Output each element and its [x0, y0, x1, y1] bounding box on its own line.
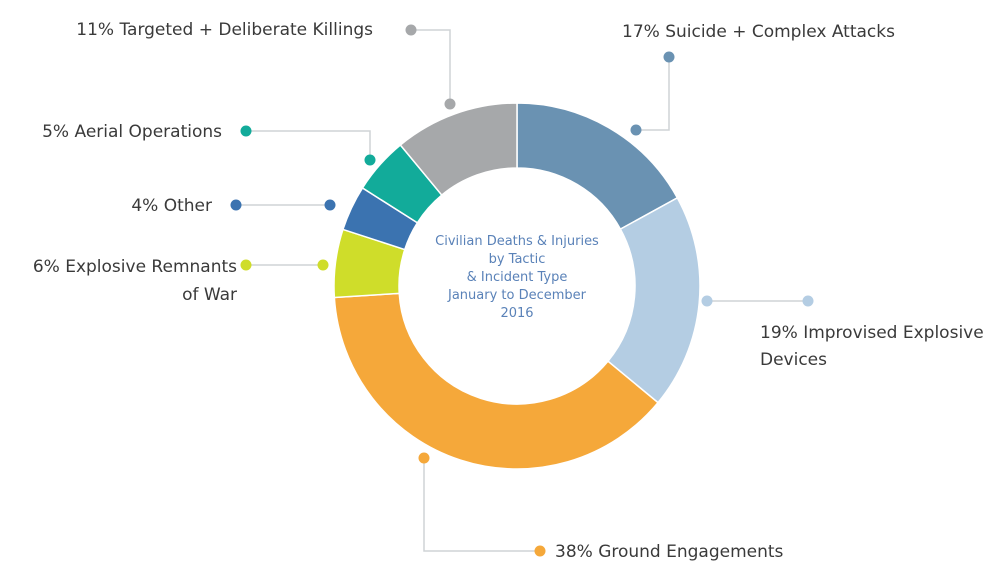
leader-line-5	[246, 130, 371, 160]
leader-dot-2-0	[418, 452, 430, 464]
leader-lines	[230, 24, 814, 557]
leader-dot-4-0	[324, 199, 336, 211]
center-title-line: & Incident Type	[467, 270, 568, 285]
slice-label-line: 19% Improvised Explosive	[760, 323, 984, 343]
leader-dot-4-1	[230, 199, 242, 211]
leader-line-2	[423, 458, 540, 552]
slice-label-4: 4% Other	[131, 196, 212, 216]
slice-label-0: 17% Suicide + Complex Attacks	[622, 22, 895, 42]
leader-dot-0-1	[663, 51, 675, 63]
leader-dot-5-1	[240, 125, 252, 137]
leader-dot-5-0	[364, 154, 376, 166]
slice-label-line: of War	[182, 285, 237, 305]
leader-dot-1-0	[701, 295, 713, 307]
center-title-line: Civilian Deaths & Injuries	[435, 234, 599, 249]
leader-dot-6-1	[405, 24, 417, 36]
slice-label-line: 11% Targeted + Deliberate Killings	[76, 20, 373, 40]
slice-label-line: 6% Explosive Remnants	[33, 257, 237, 277]
leader-dot-6-0	[444, 98, 456, 110]
slice-labels: 17% Suicide + Complex Attacks 19% Improvi…	[33, 20, 984, 562]
center-title-line: 2016	[500, 306, 533, 321]
slice-label-line: 5% Aerial Operations	[42, 122, 222, 142]
leader-dot-0-0	[630, 124, 642, 136]
slice-2	[333, 292, 660, 470]
leader-dot-3-0	[317, 259, 329, 271]
slice-label-line: 17% Suicide + Complex Attacks	[622, 22, 895, 42]
slice-label-line: 38% Ground Engagements	[555, 542, 784, 562]
slice-label-2: 38% Ground Engagements	[555, 542, 784, 562]
slice-label-3: 6% Explosive Remnants of War	[33, 257, 237, 305]
center-title-line: January to December	[447, 288, 587, 303]
slice-6	[399, 102, 518, 197]
leader-line-0	[636, 57, 670, 131]
donut-slices	[333, 102, 701, 470]
leader-dot-2-1	[534, 545, 546, 557]
slice-label-line: 4% Other	[131, 196, 212, 216]
slice-label-6: 11% Targeted + Deliberate Killings	[76, 20, 373, 40]
center-title-line: by Tactic	[489, 252, 546, 267]
slice-label-1: 19% Improvised Explosive Devices	[760, 323, 984, 370]
center-title: Civilian Deaths & Injuries by Tactic & Inc…	[435, 234, 599, 321]
leader-dot-1-1	[802, 295, 814, 307]
slice-label-5: 5% Aerial Operations	[42, 122, 222, 142]
slice-label-line: Devices	[760, 350, 827, 370]
leader-dot-3-1	[240, 259, 252, 271]
leader-line-6	[411, 29, 451, 104]
